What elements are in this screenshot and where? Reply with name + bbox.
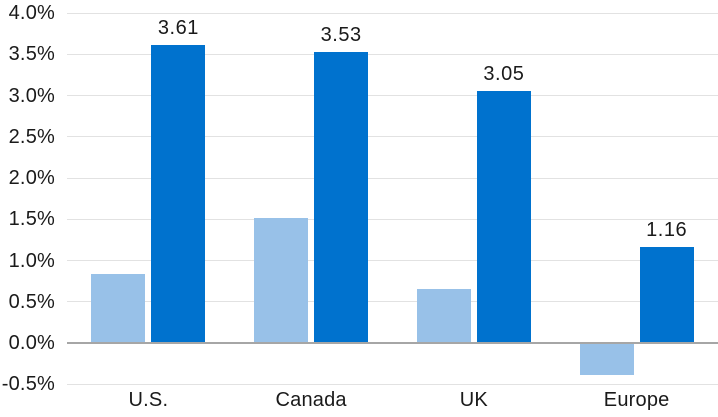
y-axis-tick-label: 2.0%: [8, 167, 55, 189]
x-axis-category-label: Europe: [603, 389, 670, 411]
gridline: [67, 53, 718, 55]
bar-light-blue-series-europe: [579, 343, 634, 376]
y-axis-tick-label: 0.0%: [8, 332, 55, 354]
y-axis-tick-label: 0.5%: [8, 290, 55, 313]
bar-value-label: 3.53: [320, 23, 362, 46]
bar-dark-blue-series-uk: [476, 91, 531, 343]
x-axis-category-label: Canada: [275, 389, 347, 411]
gridline: [67, 301, 718, 303]
y-axis-tick-label: 1.5%: [8, 208, 55, 231]
y-axis-tick-label: -0.5%: [1, 373, 55, 396]
bar-light-blue-series-us: [91, 273, 146, 343]
gridline: [67, 136, 718, 138]
gridline: [67, 95, 718, 96]
bar-dark-blue-series-canada: [314, 51, 369, 343]
x-axis-category-label: UK: [459, 389, 488, 411]
bar-light-blue-series-uk: [416, 289, 471, 343]
bar-value-label: 3.05: [483, 63, 525, 86]
y-axis-tick-label: 3.0%: [8, 84, 55, 107]
gridline: [67, 177, 718, 179]
y-axis-tick-label: 2.5%: [8, 125, 55, 148]
y-axis-tick-label: 3.5%: [8, 43, 55, 66]
y-axis-tick-label: 4.0%: [8, 2, 55, 24]
y-axis-tick-label: 1.0%: [8, 249, 55, 272]
gridline: [67, 383, 718, 385]
bar-value-label: 1.16: [646, 219, 688, 242]
bar-dark-blue-series-us: [151, 45, 206, 343]
bar-value-label: 3.61: [157, 17, 199, 40]
gridline: [67, 218, 718, 220]
bar-light-blue-series-canada: [254, 218, 309, 343]
zero-axis-line: [67, 342, 718, 344]
x-axis-category-label: U.S.: [128, 389, 169, 411]
gridline: [67, 12, 718, 14]
bar-dark-blue-series-europe: [639, 247, 694, 343]
gridline: [67, 260, 718, 261]
